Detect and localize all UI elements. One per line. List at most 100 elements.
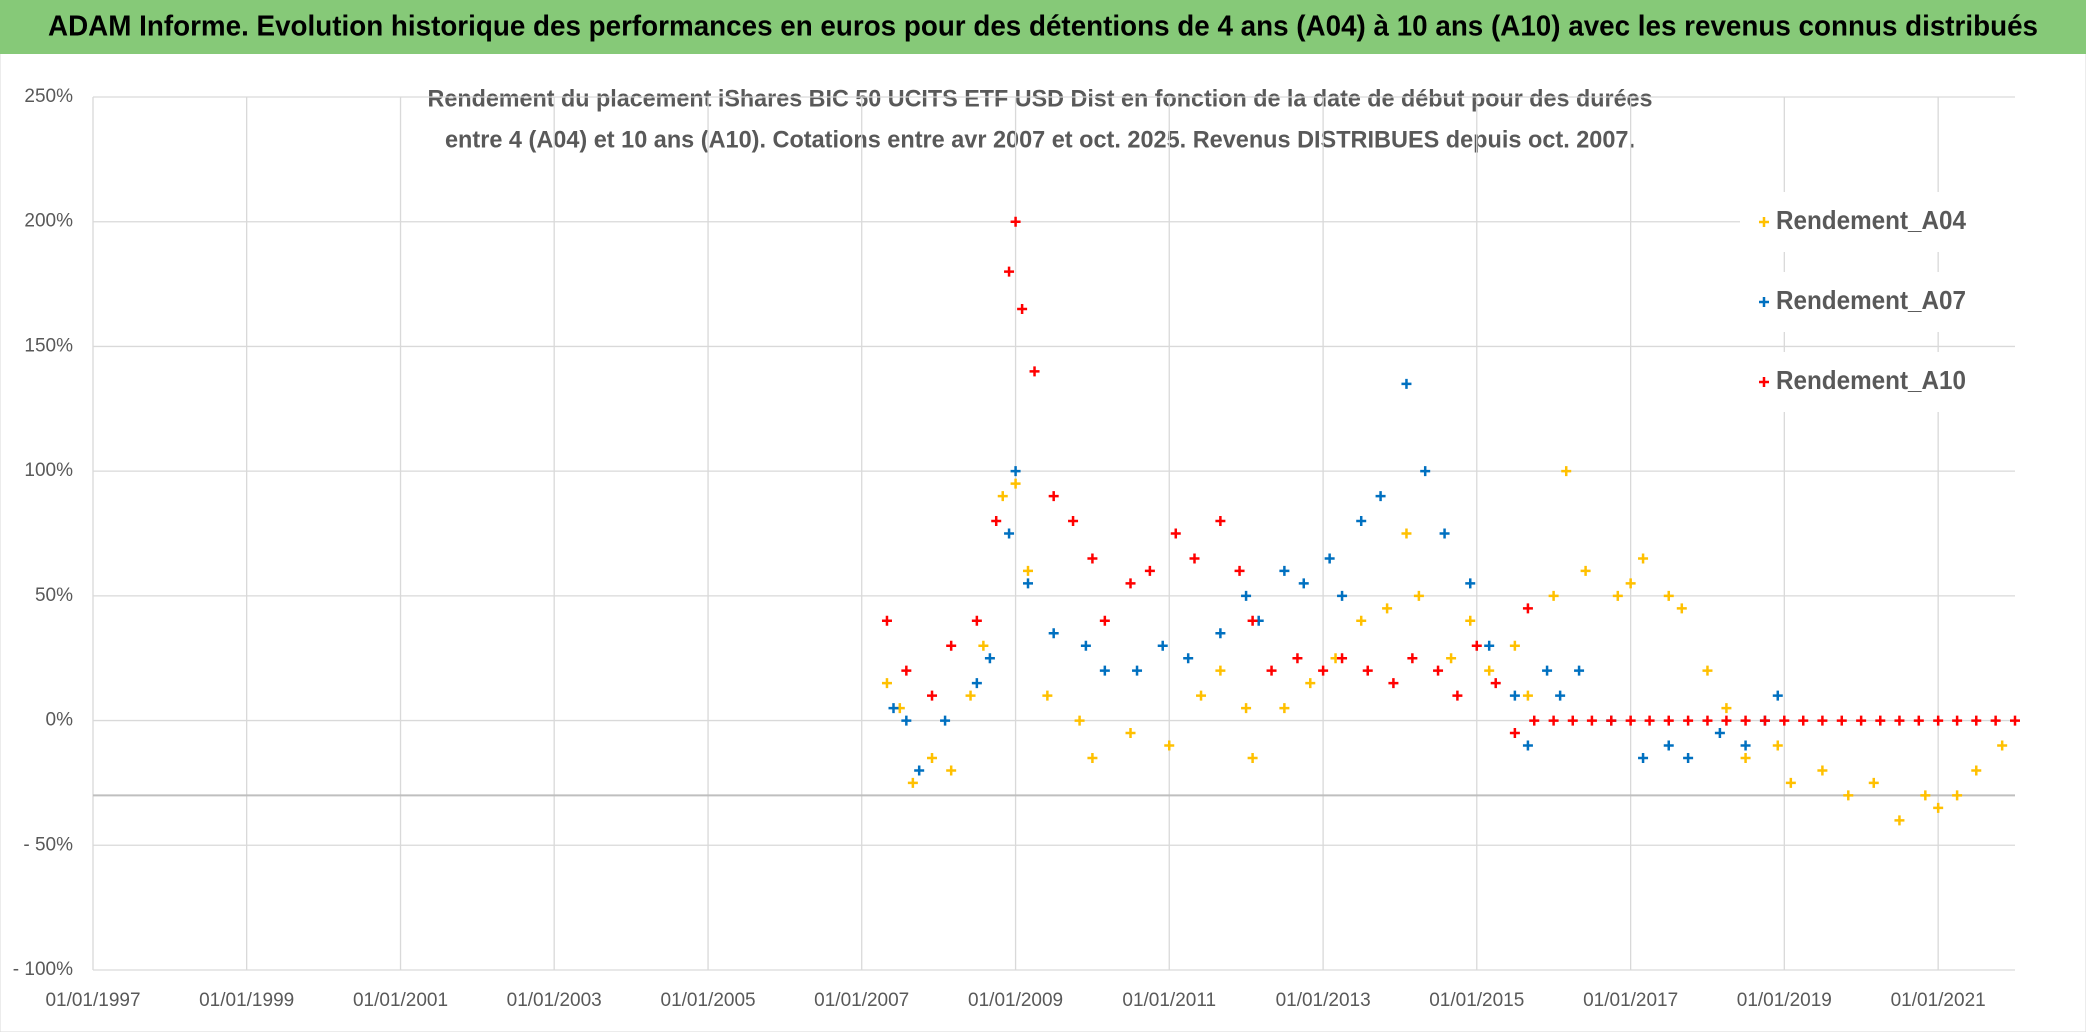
data-point bbox=[1606, 715, 1617, 726]
data-point bbox=[1433, 665, 1444, 676]
data-point bbox=[1721, 715, 1732, 726]
legend-marker bbox=[1759, 377, 1769, 387]
data-point bbox=[1465, 615, 1476, 626]
data-point bbox=[1420, 466, 1431, 477]
data-point bbox=[1029, 366, 1040, 377]
y-tick-label: 50% bbox=[35, 585, 73, 606]
data-point bbox=[1471, 640, 1482, 651]
y-tick-label: 200% bbox=[24, 211, 73, 232]
x-tick-label: 01/01/2021 bbox=[1891, 990, 1986, 1011]
data-point bbox=[1247, 615, 1258, 626]
data-point bbox=[1509, 640, 1520, 651]
data-point bbox=[1548, 590, 1559, 601]
data-point bbox=[1997, 740, 2008, 751]
data-point bbox=[1099, 665, 1110, 676]
data-point bbox=[1048, 491, 1059, 502]
data-point bbox=[1087, 553, 1098, 564]
data-point bbox=[1933, 715, 1944, 726]
data-point bbox=[1580, 565, 1591, 576]
chart-title: Rendement du placement iShares BIC 50 UC… bbox=[428, 85, 1653, 112]
legend-marker bbox=[1759, 297, 1769, 307]
data-point bbox=[991, 516, 1002, 527]
data-point bbox=[1868, 777, 1879, 788]
data-point bbox=[1522, 690, 1533, 701]
data-point bbox=[1548, 715, 1559, 726]
data-point bbox=[1586, 715, 1597, 726]
data-point bbox=[1010, 216, 1021, 227]
data-point bbox=[1189, 553, 1200, 564]
data-point bbox=[1279, 565, 1290, 576]
data-point bbox=[1638, 752, 1649, 763]
data-point bbox=[1894, 715, 1905, 726]
data-point bbox=[1004, 266, 1015, 277]
data-point bbox=[1714, 728, 1725, 739]
data-point bbox=[1522, 740, 1533, 751]
data-point bbox=[1759, 715, 1770, 726]
data-point bbox=[1144, 565, 1155, 576]
data-point bbox=[1266, 665, 1277, 676]
data-point bbox=[1042, 690, 1053, 701]
data-point bbox=[1836, 715, 1847, 726]
data-point bbox=[1509, 690, 1520, 701]
data-point bbox=[1465, 578, 1476, 589]
data-point bbox=[1324, 553, 1335, 564]
data-point bbox=[1356, 615, 1367, 626]
data-point bbox=[1401, 378, 1412, 389]
data-point bbox=[1663, 715, 1674, 726]
data-point bbox=[1875, 715, 1886, 726]
data-point bbox=[1356, 516, 1367, 527]
data-point bbox=[1913, 715, 1924, 726]
data-point bbox=[927, 752, 938, 763]
legend-label: Rendement_A04 bbox=[1776, 205, 1967, 235]
data-point bbox=[1952, 790, 1963, 801]
data-point bbox=[1625, 578, 1636, 589]
data-point bbox=[901, 715, 912, 726]
legend-background bbox=[1740, 192, 2015, 252]
x-tick-label: 01/01/2017 bbox=[1583, 990, 1678, 1011]
data-point bbox=[1074, 715, 1085, 726]
data-point bbox=[2010, 715, 2020, 726]
x-tick-label: 01/01/2007 bbox=[814, 990, 909, 1011]
data-point bbox=[1125, 578, 1136, 589]
y-tick-label: 150% bbox=[24, 335, 73, 356]
data-point bbox=[1952, 715, 1963, 726]
data-point bbox=[946, 765, 957, 776]
data-point bbox=[1683, 752, 1694, 763]
data-point bbox=[1305, 678, 1316, 689]
data-point bbox=[1817, 715, 1828, 726]
header-band bbox=[0, 0, 2086, 54]
legend-background bbox=[1740, 352, 2015, 412]
data-point bbox=[1241, 703, 1252, 714]
data-point bbox=[1702, 665, 1713, 676]
data-point bbox=[1048, 628, 1059, 639]
data-point bbox=[1644, 715, 1655, 726]
data-point bbox=[1183, 653, 1194, 664]
x-tick-label: 01/01/2001 bbox=[353, 990, 448, 1011]
y-tick-label: 0% bbox=[46, 710, 74, 731]
data-point bbox=[1990, 715, 2001, 726]
y-tick-label: 250% bbox=[24, 86, 73, 107]
data-point bbox=[1068, 516, 1079, 527]
data-point bbox=[1023, 565, 1033, 576]
data-point bbox=[1663, 740, 1674, 751]
y-tick-label: 100% bbox=[24, 460, 73, 481]
data-point bbox=[1087, 752, 1098, 763]
data-point bbox=[1337, 590, 1348, 601]
data-point bbox=[1234, 565, 1245, 576]
data-point bbox=[1241, 590, 1252, 601]
data-point bbox=[1522, 603, 1533, 614]
data-point bbox=[1298, 578, 1309, 589]
data-point bbox=[1490, 678, 1501, 689]
data-point bbox=[1157, 640, 1168, 651]
data-point bbox=[1843, 790, 1854, 801]
data-point bbox=[1740, 740, 1751, 751]
data-point bbox=[1785, 777, 1796, 788]
data-point bbox=[1375, 491, 1386, 502]
data-point bbox=[1215, 516, 1226, 527]
data-point bbox=[1382, 603, 1393, 614]
data-point bbox=[1612, 590, 1623, 601]
data-point bbox=[1971, 765, 1982, 776]
x-tick-label: 01/01/2005 bbox=[661, 990, 756, 1011]
data-point bbox=[1772, 690, 1783, 701]
data-point bbox=[1318, 665, 1329, 676]
